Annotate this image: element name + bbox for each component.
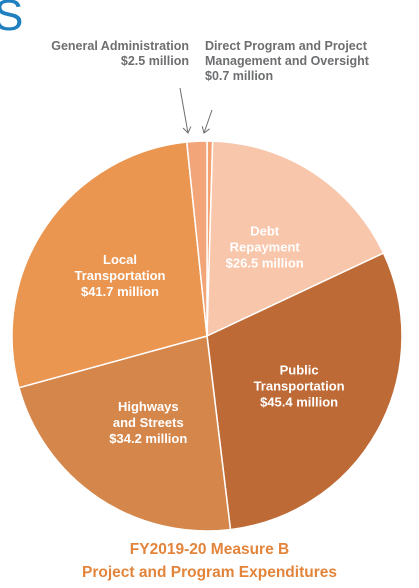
pie-slice	[18, 335, 232, 532]
pie-slice	[206, 252, 403, 531]
slice-label-line: General Administration	[51, 39, 189, 53]
chart-title-line-2: Project and Program Expenditures	[82, 564, 337, 581]
slice-label-line: $45.4 million	[260, 394, 338, 409]
slice-label-line: $41.7 million	[81, 284, 159, 299]
leader-lines	[179, 87, 213, 134]
slice-label-direct-program: Direct Program and Project Management an…	[205, 39, 369, 84]
slice-label-line: $0.7 million	[205, 69, 274, 83]
slice-label-line: Local	[103, 252, 137, 267]
leader-line	[203, 109, 213, 134]
pie-slice	[185, 140, 208, 337]
slice-label-line: Transportation	[254, 378, 345, 393]
slice-label-line: Transportation	[74, 268, 165, 283]
slice-label-line: $34.2 million	[109, 431, 187, 446]
slice-label-line: Debt	[250, 223, 280, 238]
slice-label-line: Direct Program and Project	[205, 39, 367, 53]
pie-slice	[206, 140, 385, 338]
leader-line	[179, 87, 189, 134]
slice-label-line: Highways	[118, 399, 179, 414]
slice-label-line: Management and Oversight	[205, 54, 369, 68]
header-fragment: S	[0, 0, 24, 40]
slice-label-general-administration: General Administration $2.5 million	[8, 39, 189, 69]
slice-label-line: $2.5 million	[120, 54, 189, 68]
slice-label-line: $26.5 million	[226, 255, 304, 270]
slice-label-line: Repayment	[230, 239, 301, 254]
pie-slices	[11, 140, 403, 532]
slice-label-line: Public	[280, 362, 319, 377]
pie-slice	[11, 141, 208, 389]
leader-arrowhead	[201, 126, 210, 134]
slice-label-line: and Streets	[113, 415, 184, 430]
chart-title-line-1: FY2019-20 Measure B	[129, 541, 290, 558]
leader-arrowhead	[182, 126, 192, 134]
